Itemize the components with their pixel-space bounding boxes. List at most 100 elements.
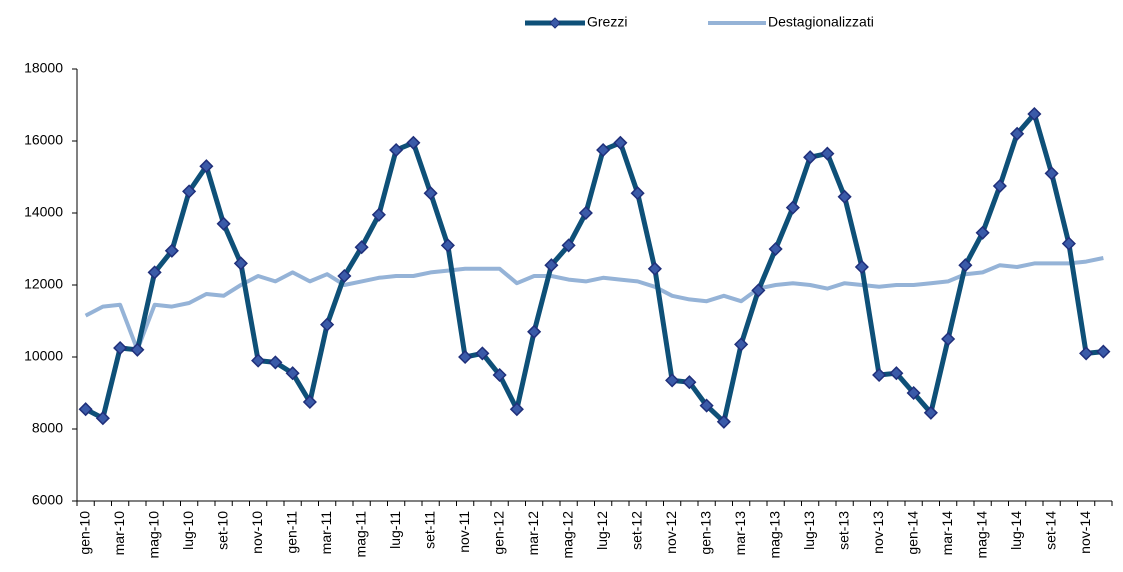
x-tick-label: lug-10: [180, 511, 196, 550]
x-tick-label: mag-12: [559, 511, 575, 559]
marker: [389, 142, 404, 158]
marker: [837, 189, 852, 204]
x-tick-label: set-13: [835, 511, 851, 550]
marker: [458, 349, 473, 365]
x-tick-label: nov-12: [663, 511, 679, 554]
x-tick-label: gen-11: [283, 511, 299, 554]
legend-marker: [549, 17, 561, 29]
x-tick-label: set-14: [1042, 511, 1058, 550]
marker: [78, 402, 93, 417]
marker: [268, 355, 283, 370]
marker: [251, 353, 266, 368]
marker: [199, 159, 214, 174]
marker: [1096, 344, 1111, 359]
marker: [751, 283, 766, 298]
marker: [95, 411, 110, 426]
marker: [716, 414, 731, 429]
x-tick-label: gen-14: [904, 511, 920, 555]
marker: [509, 402, 524, 417]
x-tick-label: gen-12: [490, 511, 506, 555]
marker: [182, 184, 197, 199]
marker: [872, 367, 887, 383]
marker: [354, 240, 369, 255]
x-tick-label: mar-11: [318, 511, 334, 555]
marker: [734, 337, 749, 352]
marker: [337, 268, 352, 284]
marker: [544, 258, 559, 273]
marker: [440, 238, 455, 253]
marker: [596, 142, 611, 158]
legend-label: Grezzi: [587, 14, 627, 30]
marker: [1044, 166, 1059, 181]
marker: [854, 259, 869, 275]
marker: [803, 150, 818, 165]
x-tick-label: nov-14: [1077, 511, 1093, 554]
marker: [285, 366, 300, 381]
marker: [1010, 126, 1025, 141]
marker: [113, 340, 128, 356]
y-tick-label: 16000: [24, 132, 63, 148]
x-tick-label: lug-13: [801, 511, 817, 550]
marker: [320, 317, 335, 332]
y-tick-label: 6000: [32, 492, 63, 508]
marker: [1027, 106, 1042, 122]
x-tick-label: lug-14: [1008, 511, 1024, 550]
marker: [371, 207, 386, 222]
x-tick-label: mar-14: [939, 511, 955, 556]
y-tick-label: 14000: [24, 204, 63, 220]
x-tick-label: set-11: [421, 511, 437, 549]
series-line: [84, 111, 1104, 425]
marker: [647, 261, 662, 276]
x-tick-label: mar-12: [525, 511, 541, 556]
marker: [630, 186, 645, 201]
marker: [578, 205, 593, 221]
marker: [992, 178, 1007, 194]
x-tick-label: nov-10: [249, 511, 265, 554]
marker: [1079, 346, 1094, 361]
marker: [682, 375, 697, 390]
marker: [423, 186, 438, 201]
marker: [613, 135, 628, 150]
x-tick-label: mar-13: [732, 511, 748, 556]
marker: [1061, 236, 1076, 251]
y-tick-label: 12000: [24, 276, 63, 292]
x-tick-label: gen-13: [697, 511, 713, 555]
marker: [561, 238, 576, 253]
marker: [216, 216, 231, 231]
x-tick-label: mag-13: [766, 511, 782, 559]
x-tick-label: set-12: [628, 511, 644, 550]
marker: [820, 146, 835, 161]
marker: [475, 346, 490, 361]
x-tick-label: mag-10: [145, 511, 161, 559]
marker: [147, 265, 162, 280]
legend-label: Destagionalizzati: [768, 14, 874, 30]
marker: [889, 366, 904, 381]
marker: [665, 373, 680, 388]
marker: [923, 405, 938, 420]
x-tick-label: set-10: [214, 511, 230, 550]
x-tick-label: lug-12: [594, 511, 610, 550]
x-tick-label: nov-11: [456, 511, 472, 553]
y-tick-label: 8000: [32, 420, 63, 436]
marker: [958, 258, 973, 273]
marker: [233, 256, 248, 271]
series-line: [84, 256, 1104, 352]
x-tick-label: lug-11: [387, 511, 403, 549]
marker: [302, 394, 317, 410]
marker: [492, 367, 507, 383]
marker: [768, 241, 783, 257]
x-tick-label: nov-13: [870, 511, 886, 554]
x-tick-label: mag-11: [352, 511, 368, 558]
y-tick-label: 18000: [24, 60, 63, 76]
x-tick-label: gen-10: [76, 511, 92, 555]
marker: [406, 135, 421, 150]
marker: [785, 200, 800, 215]
marker: [941, 331, 956, 347]
marker: [975, 225, 990, 240]
marker: [906, 385, 921, 401]
x-tick-label: mag-14: [973, 511, 989, 559]
marker: [527, 324, 542, 339]
marker: [164, 243, 179, 258]
y-tick-label: 10000: [24, 348, 63, 364]
